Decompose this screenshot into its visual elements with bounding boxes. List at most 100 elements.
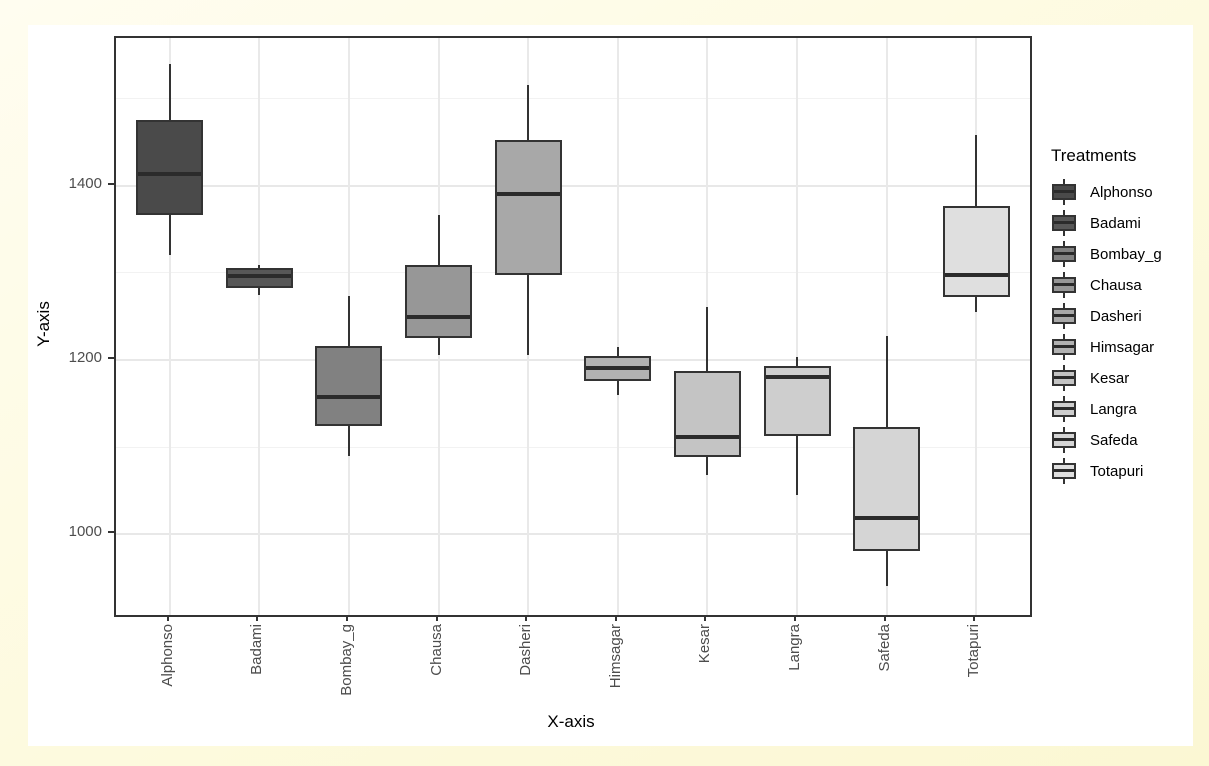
boxplot-key-icon-langra xyxy=(1051,396,1077,422)
legend-key-median xyxy=(1054,252,1074,255)
legend-key-box xyxy=(1052,401,1076,417)
legend-title: Treatments xyxy=(1051,146,1137,165)
legend-item-totapuri: Totapuri xyxy=(1051,458,1162,484)
x-tick-safeda xyxy=(883,615,886,621)
legend-label-kesar: Kesar xyxy=(1090,369,1130,387)
boxplot-median-alphonso xyxy=(138,171,202,176)
legend-key-median xyxy=(1054,283,1074,286)
boxplot-box-totapuri xyxy=(942,205,1010,298)
boxplot-box-badami xyxy=(225,267,293,288)
legend-key-box xyxy=(1052,246,1076,262)
x-tick-label-safeda: Safeda xyxy=(875,624,893,672)
boxplot-median-himsagar xyxy=(586,365,650,370)
boxplot-box-himsagar xyxy=(584,355,652,381)
legend-label-langra: Langra xyxy=(1090,400,1137,418)
x-tick-label-himsagar: Himsagar xyxy=(606,624,624,689)
gridline-major-1000 xyxy=(116,533,1030,536)
legend-key-box xyxy=(1052,463,1076,479)
gridline-vertical-himsagar xyxy=(616,38,619,615)
legend-items: Alphonso Badami Bombay_g Chausa Dasheri Himsa… xyxy=(1051,179,1162,484)
boxplot-median-chausa xyxy=(407,315,471,320)
legend-key-box xyxy=(1052,339,1076,355)
plot-area: Y-axis X-axis 1000 1200 1400 Alphonso Badami… xyxy=(28,25,1193,746)
legend-key-median xyxy=(1054,438,1074,441)
legend-label-badami: Badami xyxy=(1090,214,1141,232)
boxplot-key-icon-chausa xyxy=(1051,272,1077,298)
gridline-minor-1500 xyxy=(116,98,1030,100)
boxplot-box-alphonso xyxy=(136,119,204,215)
boxplot-median-langra xyxy=(765,374,829,379)
x-tick-bombay-g xyxy=(345,615,348,621)
boxplot-key-icon-bombay-g xyxy=(1051,241,1077,267)
boxplot-box-bombay-g xyxy=(315,346,383,427)
legend-key-box xyxy=(1052,308,1076,324)
legend-item-dasheri: Dasheri xyxy=(1051,303,1162,329)
boxplot-box-safeda xyxy=(853,427,921,552)
boxplot-key-icon-alphonso xyxy=(1051,179,1077,205)
y-tick-label-1200: 1200 xyxy=(68,349,102,366)
legend-item-bombay-g: Bombay_g xyxy=(1051,241,1162,267)
boxplot-key-icon-totapuri xyxy=(1051,458,1077,484)
boxplot-key-icon-badami xyxy=(1051,210,1077,236)
boxplot-median-kesar xyxy=(675,435,739,440)
y-axis-title: Y-axis xyxy=(34,301,53,347)
legend-label-dasheri: Dasheri xyxy=(1090,307,1142,325)
legend-key-box xyxy=(1052,432,1076,448)
gridline-vertical-langra xyxy=(796,38,799,615)
chart-panel xyxy=(114,36,1032,617)
x-tick-badami xyxy=(256,615,259,621)
legend-label-himsagar: Himsagar xyxy=(1090,338,1155,356)
boxplot-box-kesar xyxy=(673,371,741,458)
gridline-vertical-alphonso xyxy=(168,38,171,615)
boxplot-median-safeda xyxy=(855,516,919,521)
legend-key-median xyxy=(1054,345,1074,348)
boxplot-median-totapuri xyxy=(944,272,1008,277)
boxplot-box-dasheri xyxy=(494,139,562,275)
legend-key-median xyxy=(1054,221,1074,224)
legend-key-median xyxy=(1054,190,1074,193)
x-tick-langra xyxy=(794,615,797,621)
x-tick-himsagar xyxy=(614,615,617,621)
gridline-major-1400 xyxy=(116,184,1030,187)
x-tick-kesar xyxy=(704,615,707,621)
boxplot-key-icon-kesar xyxy=(1051,365,1077,391)
x-axis-title: X-axis xyxy=(547,712,595,731)
legend-item-safeda: Safeda xyxy=(1051,427,1162,453)
legend-key-median xyxy=(1054,407,1074,410)
legend-key-box xyxy=(1052,277,1076,293)
y-tick-1400 xyxy=(108,182,114,185)
boxplot-key-icon-safeda xyxy=(1051,427,1077,453)
legend-label-totapuri: Totapuri xyxy=(1090,462,1144,480)
legend-key-median xyxy=(1054,376,1074,379)
boxplot-box-chausa xyxy=(405,265,473,339)
legend-label-safeda: Safeda xyxy=(1090,431,1138,449)
x-tick-label-totapuri: Totapuri xyxy=(965,624,983,678)
y-tick-label-1000: 1000 xyxy=(68,523,102,541)
y-tick-1200 xyxy=(108,357,114,359)
x-tick-alphonso xyxy=(166,615,169,621)
x-tick-label-chausa: Chausa xyxy=(427,624,445,676)
legend-key-box xyxy=(1052,184,1076,200)
gridline-major-1200 xyxy=(116,359,1030,361)
x-tick-label-alphonso: Alphonso xyxy=(158,624,176,687)
boxplot-median-badami xyxy=(227,274,291,279)
y-tick-label-1400: 1400 xyxy=(68,174,102,192)
x-tick-label-bombay-g: Bombay_g xyxy=(337,624,355,696)
gridline-minor-1300 xyxy=(116,272,1030,274)
legend-item-kesar: Kesar xyxy=(1051,365,1162,391)
gridline-minor-1100 xyxy=(116,446,1030,448)
x-tick-label-langra: Langra xyxy=(786,624,804,671)
legend-key-median xyxy=(1054,469,1074,472)
boxplot-key-icon-himsagar xyxy=(1051,334,1077,360)
boxplot-key-icon-dasheri xyxy=(1051,303,1077,329)
x-tick-chausa xyxy=(435,615,438,621)
boxplot-box-langra xyxy=(763,366,831,436)
legend-item-himsagar: Himsagar xyxy=(1051,334,1162,360)
x-tick-label-badami: Badami xyxy=(248,624,266,675)
boxplot-median-bombay-g xyxy=(317,395,381,400)
x-tick-dasheri xyxy=(525,615,528,621)
legend-label-bombay-g: Bombay_g xyxy=(1090,245,1162,263)
legend-item-chausa: Chausa xyxy=(1051,272,1162,298)
gridline-vertical-badami xyxy=(258,38,261,615)
gridline-vertical-safeda xyxy=(885,38,888,615)
